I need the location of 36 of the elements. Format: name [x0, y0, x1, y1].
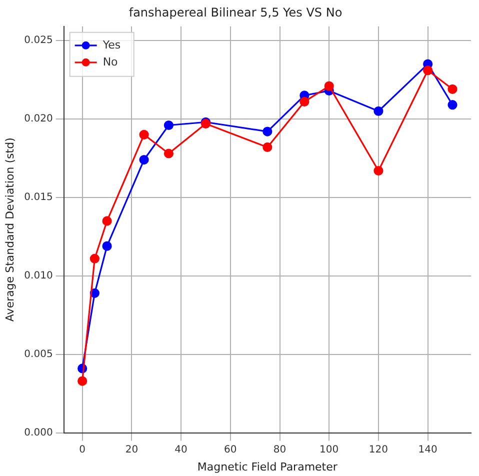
point: [139, 154, 149, 165]
point: [374, 106, 384, 116]
x-tick-label: 120: [368, 444, 388, 456]
y-tick-label: 0.010: [24, 270, 53, 282]
point: [423, 66, 433, 76]
y-axis-title: Average Standard Deviation (std): [3, 138, 16, 322]
point: [300, 96, 310, 107]
point: [262, 126, 272, 136]
point: [164, 148, 174, 158]
x-tick-label: 40: [174, 444, 188, 456]
point: [90, 254, 100, 264]
point: [262, 142, 272, 152]
point: [139, 130, 149, 140]
point: [164, 120, 174, 130]
x-tick-label: 100: [320, 444, 339, 456]
point: [102, 241, 112, 251]
point: [374, 166, 384, 176]
y-tick-label: 0.000: [24, 427, 53, 438]
x-tick-label: 20: [125, 444, 138, 456]
x-tick-label: 80: [273, 444, 286, 456]
x-tick-label: 0: [79, 444, 86, 456]
x-tick-label: 140: [418, 444, 438, 456]
y-tick-label: 0.005: [24, 348, 53, 360]
x-tick-label: 60: [224, 444, 237, 456]
x-axis-title: Magnetic Field Parameter: [197, 460, 338, 474]
point: [78, 376, 88, 386]
y-tick-label: 0.015: [24, 192, 53, 204]
point: [448, 100, 458, 110]
y-tick-label: 0.025: [24, 35, 53, 46]
legend-label: Yes: [102, 38, 121, 52]
legend-label: No: [102, 55, 118, 68]
chart-title: fanshapereal Bilinear 5,5 Yes VS No: [128, 5, 342, 20]
point: [102, 216, 112, 226]
y-tick-label: 0.020: [24, 114, 53, 125]
point: [448, 84, 458, 94]
point: [324, 81, 334, 91]
